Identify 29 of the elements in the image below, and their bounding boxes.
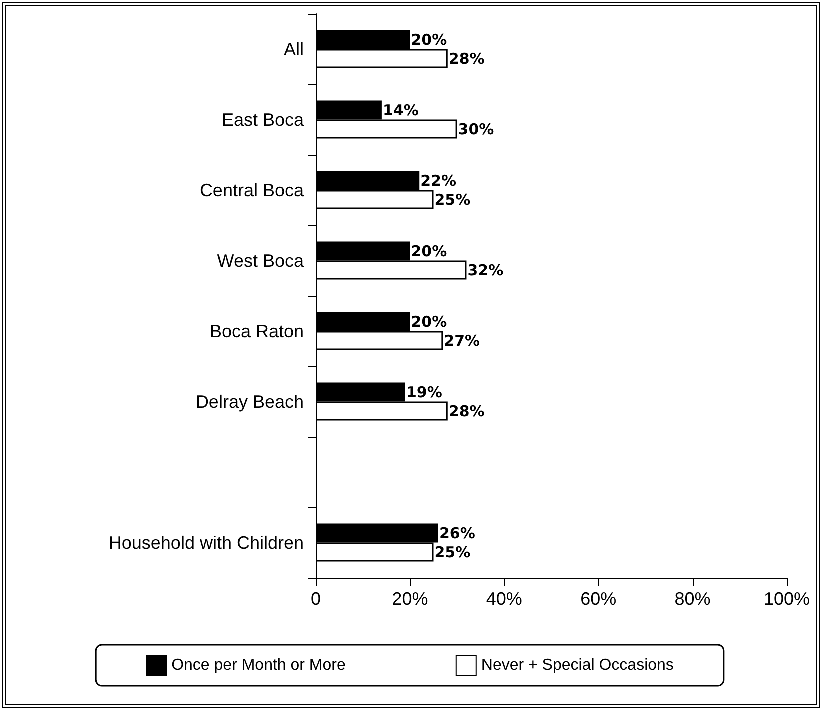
- data-label: 20%: [411, 242, 448, 260]
- y-tick-label: Delray Beach: [196, 392, 304, 412]
- data-label: 26%: [439, 524, 476, 542]
- legend-label: Never + Special Occasions: [481, 657, 674, 674]
- y-tick-label: East Boca: [222, 110, 305, 130]
- data-label: 20%: [411, 312, 448, 331]
- data-label: 28%: [448, 402, 485, 420]
- data-label: 25%: [434, 543, 471, 562]
- data-label: 28%: [448, 50, 485, 68]
- y-tick-label: Boca Raton: [210, 321, 304, 342]
- data-label: 19%: [406, 383, 442, 402]
- data-label: 27%: [444, 332, 480, 350]
- y-tick-label: Household with Children: [108, 532, 304, 553]
- legend-label: Once per Month or More: [172, 657, 346, 674]
- data-label: 30%: [458, 120, 494, 138]
- data-label: 32%: [468, 261, 504, 280]
- x-tick-label: 100%: [764, 589, 810, 609]
- x-tick-label: 40%: [486, 589, 522, 609]
- x-tick-label: 20%: [392, 589, 428, 609]
- y-tick-label: All: [284, 39, 304, 60]
- data-label: 20%: [411, 30, 448, 49]
- y-tick-label: West Boca: [217, 250, 305, 271]
- data-label: 22%: [420, 172, 457, 190]
- x-tick-label: 80%: [674, 589, 711, 609]
- x-tick-label: 0: [310, 589, 322, 609]
- x-tick-label: 60%: [580, 589, 617, 609]
- data-label: 25%: [434, 190, 471, 209]
- data-label: 14%: [382, 101, 419, 120]
- y-tick-label: Central Boca: [200, 180, 305, 200]
